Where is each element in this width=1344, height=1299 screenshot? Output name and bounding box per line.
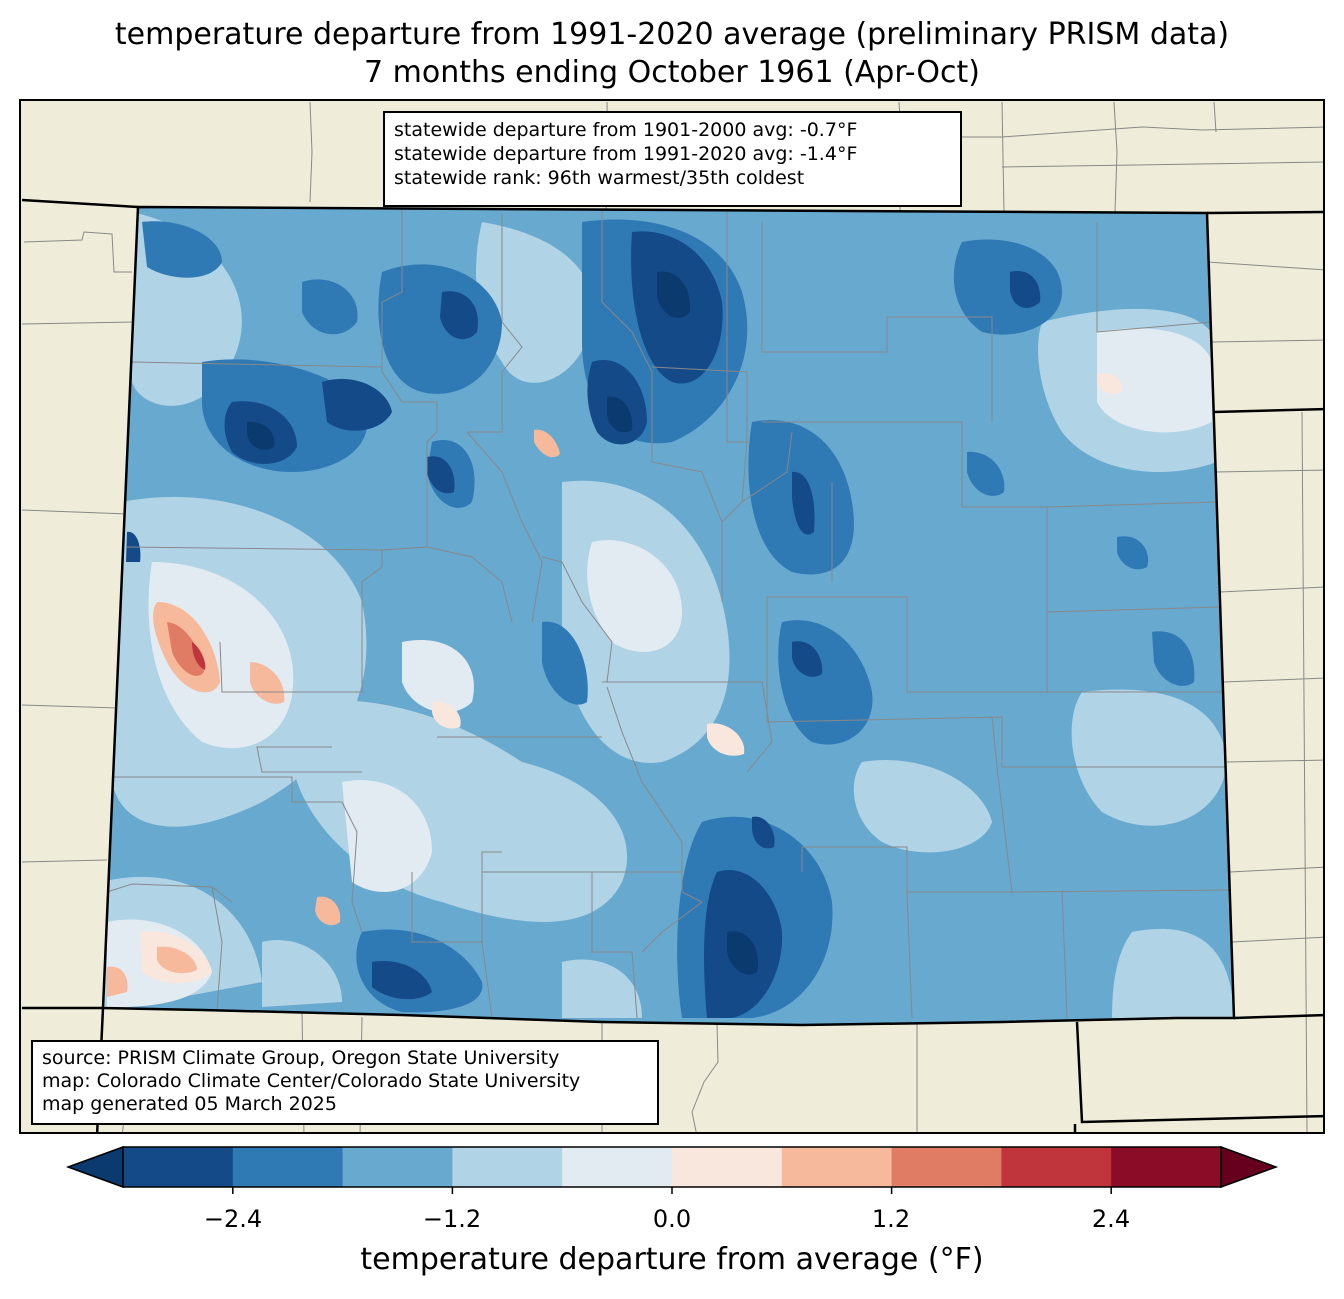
map-title: temperature departure from 1991-2020 ave…: [114, 17, 1230, 52]
colorbar-segment: [781, 1147, 893, 1187]
county-lines: [106, 208, 1233, 1019]
colorbar-segment: [891, 1147, 1002, 1187]
stats-line: statewide rank: 96th warmest/35th coldes…: [394, 167, 805, 189]
colorbar-over-arrow: [1220, 1145, 1279, 1189]
map-area: [19, 99, 1325, 1134]
colorbar-segment: [1001, 1147, 1112, 1187]
source-line: source: PRISM Climate Group, Oregon Stat…: [42, 1047, 560, 1069]
source-box: source: PRISM Climate Group, Oregon Stat…: [31, 1040, 659, 1125]
colorbar-segment: [452, 1147, 563, 1187]
temperature-contours: [103, 207, 1234, 1025]
colorbar-tick-label: −1.2: [422, 1205, 482, 1233]
colorbar-segment: [562, 1147, 673, 1187]
colorbar-segment: [1111, 1147, 1222, 1187]
map-subtitle: 7 months ending October 1961 (Apr-Oct): [364, 55, 980, 90]
statewide-stats-box: statewide departure from 1901-2000 avg: …: [383, 111, 962, 207]
colorbar-tick-label: 0.0: [652, 1205, 692, 1233]
state-borders: [21, 198, 1323, 1132]
stats-line: statewide departure from 1991-2020 avg: …: [394, 143, 858, 165]
colorbar: [65, 1145, 1279, 1194]
source-line: map: Colorado Climate Center/Colorado St…: [42, 1070, 581, 1092]
colorbar-segment: [342, 1147, 453, 1187]
colorbar-tick-label: −2.4: [203, 1205, 263, 1233]
stats-line: statewide departure from 1901-2000 avg: …: [394, 119, 858, 141]
source-line: map generated 05 March 2025: [42, 1093, 337, 1115]
colorbar-segment: [123, 1147, 234, 1187]
colorbar-segment: [232, 1147, 344, 1187]
colorbar-tick-label: 1.2: [871, 1205, 911, 1233]
colorbar-segment: [672, 1147, 783, 1187]
colorbar-label: temperature departure from average (°F): [360, 1242, 984, 1277]
colorbar-tick-label: 2.4: [1091, 1205, 1131, 1233]
colorbar-under-arrow: [65, 1145, 124, 1189]
